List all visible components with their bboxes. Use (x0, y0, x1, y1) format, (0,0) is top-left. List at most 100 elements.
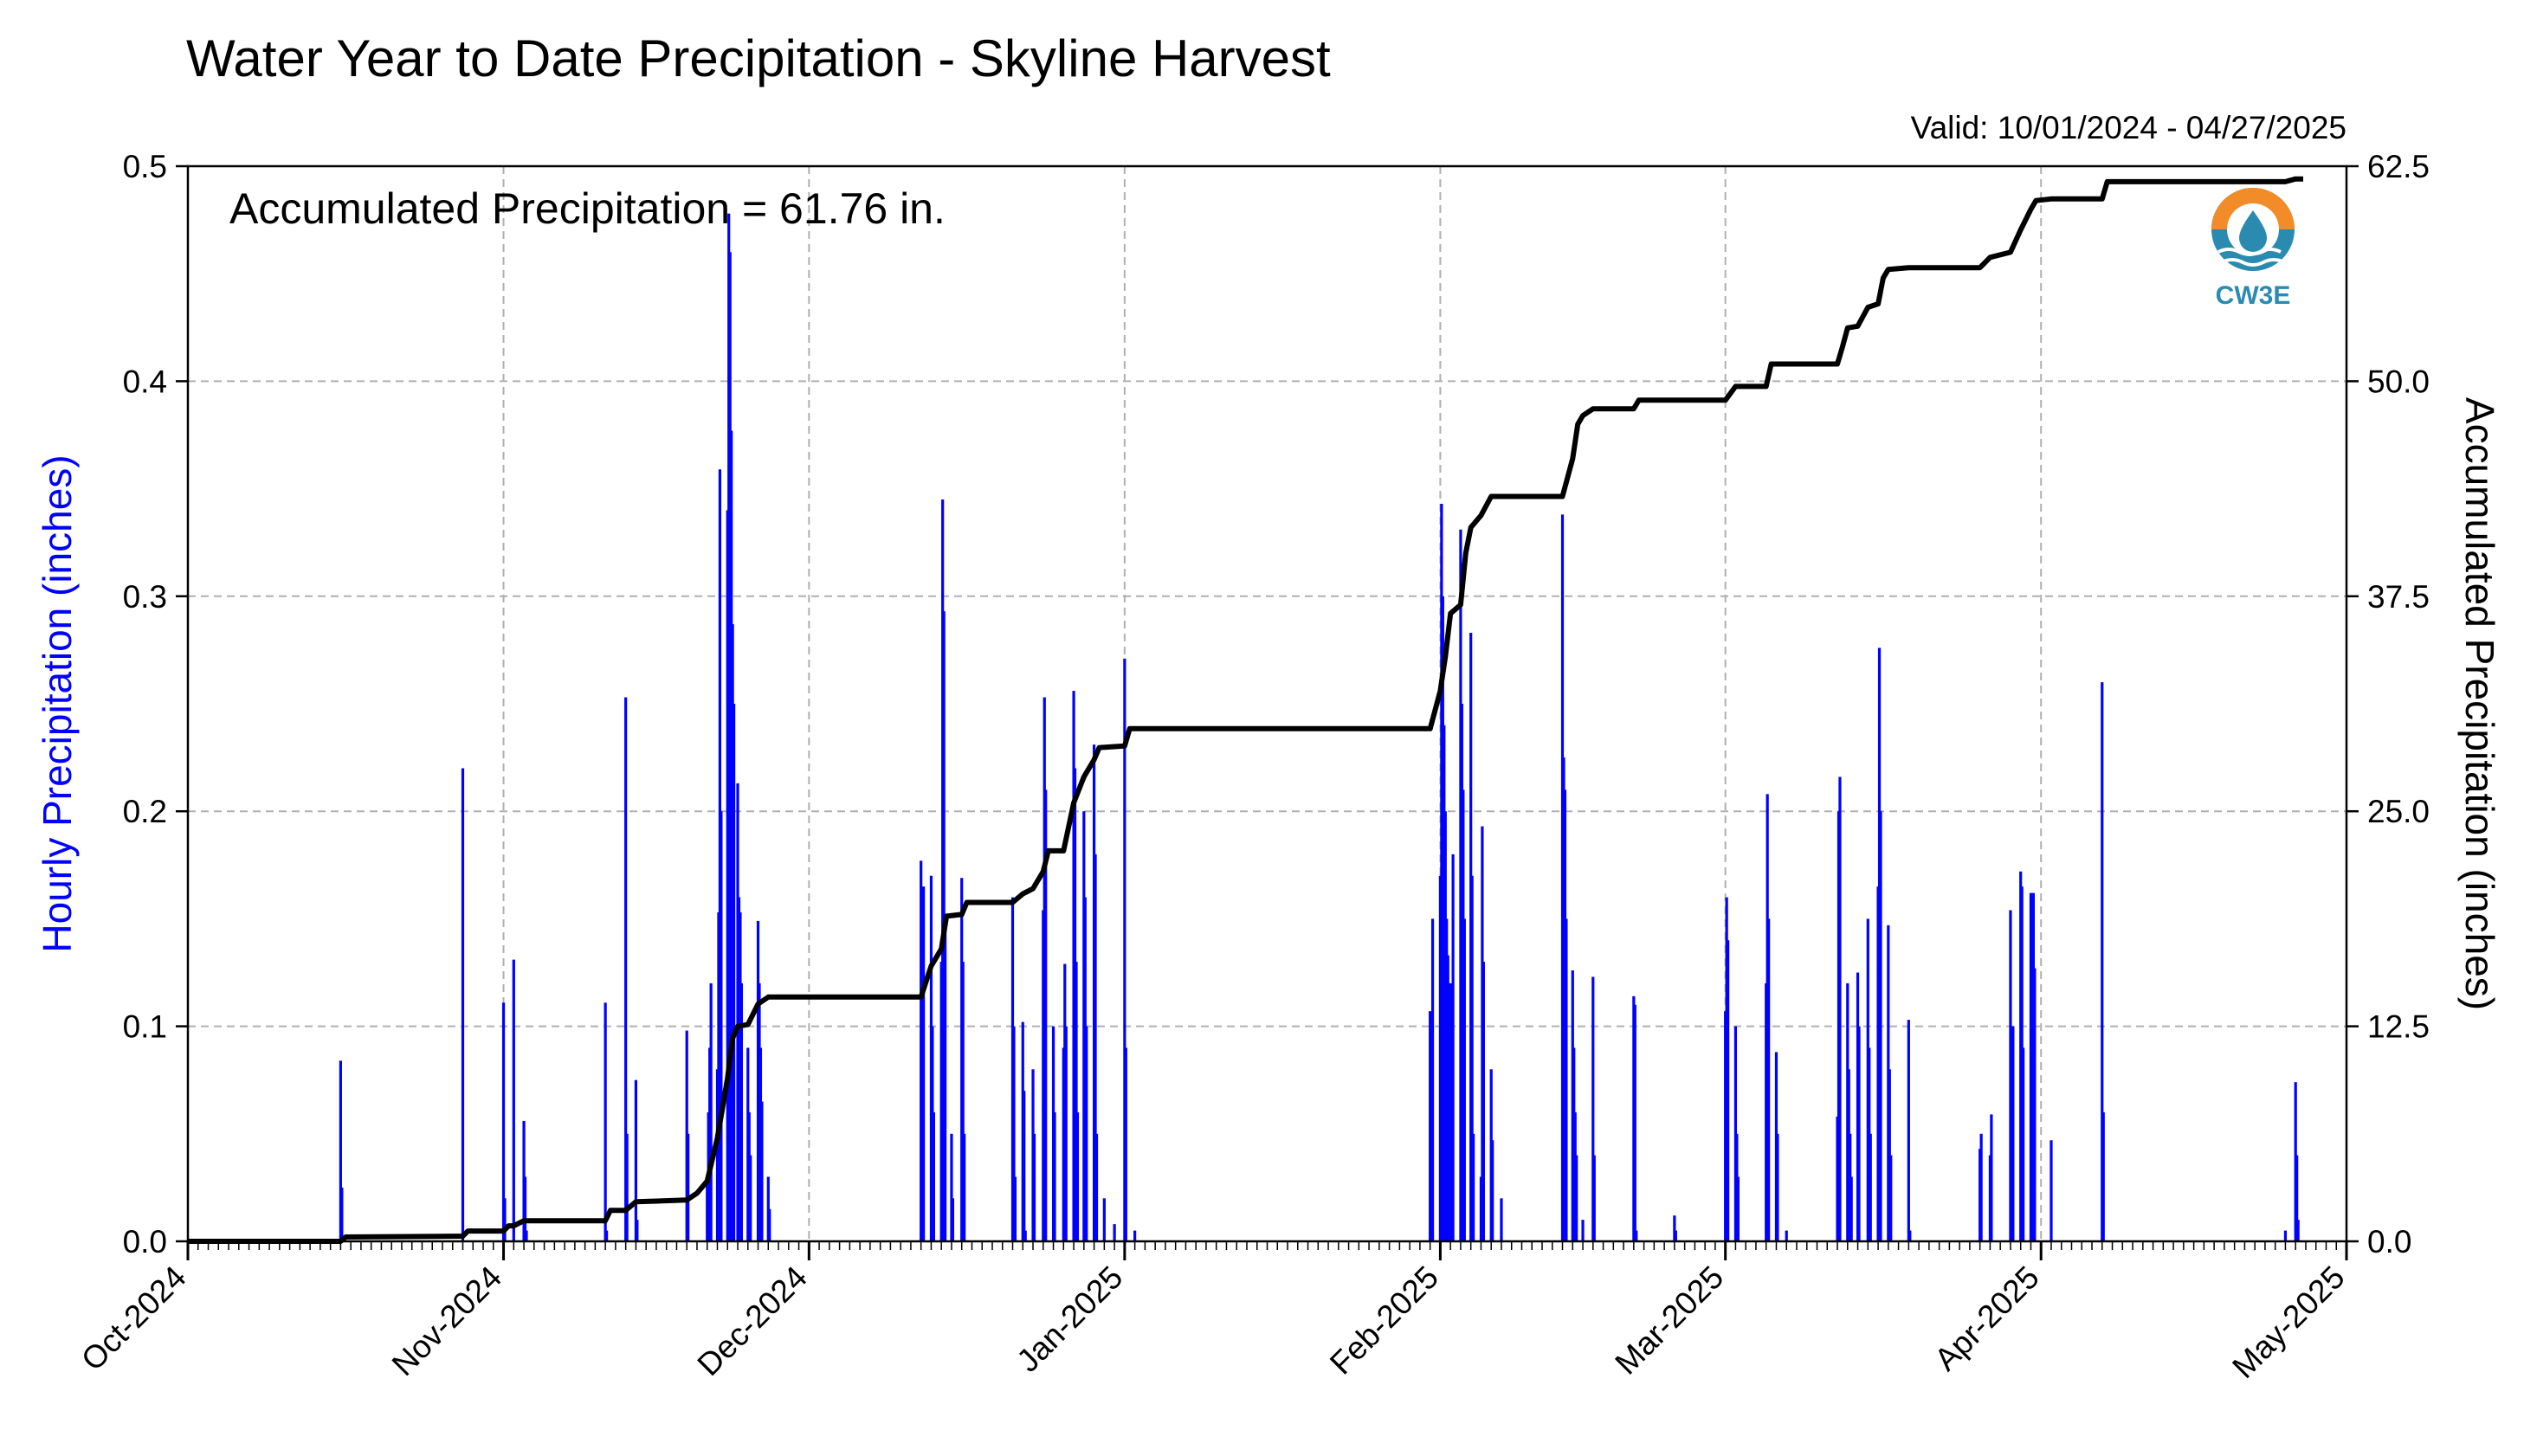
accumulated-precipitation-line (188, 176, 2303, 1244)
precip-bar (512, 959, 515, 1241)
precip-bar (2101, 1111, 2105, 1241)
precip-bar (1491, 1140, 1494, 1241)
x-tick-label: Mar-2025 (1608, 1260, 1730, 1382)
precip-bar (749, 1155, 752, 1241)
logo-text: CW3E (2216, 281, 2291, 310)
precip-bar (768, 1208, 771, 1241)
y-tick-label-left: 0.0 (123, 1224, 167, 1260)
precip-bar (1633, 1004, 1636, 1241)
y-axis-label-left: Hourly Precipitation (inches) (35, 454, 80, 952)
precip-bar (1575, 1155, 1578, 1241)
precip-bar (760, 1101, 764, 1241)
precip-bar (1012, 1026, 1016, 1241)
precip-bar (523, 1176, 527, 1241)
precip-bar (1767, 918, 1771, 1241)
precip-bar (1053, 1111, 1056, 1241)
y-tick-label-left: 0.3 (123, 579, 167, 615)
chart-title: Water Year to Date Precipitation - Skyli… (186, 29, 1331, 87)
x-tick-label: Apr-2025 (1927, 1260, 2046, 1378)
precip-bar (1481, 962, 1485, 1241)
precip-bar (461, 768, 465, 1241)
y-tick-label-right: 37.5 (2367, 579, 2430, 615)
precip-bar (1085, 1026, 1088, 1241)
precip-bar (605, 1230, 609, 1241)
valid-dates: Valid: 10/01/2024 - 04/27/2025 (1911, 110, 2346, 145)
precip-bar (1879, 811, 1882, 1241)
y-axis-label-right: Accumulated Precipitation (inches) (2457, 397, 2502, 1010)
precip-bar (1581, 1220, 1585, 1241)
precip-bar (1889, 1155, 1893, 1241)
x-tick-label: Jan-2025 (1010, 1260, 1129, 1379)
precip-bar (2101, 682, 2104, 1241)
precip-bar (625, 1133, 629, 1241)
precip-bar (1673, 1215, 1676, 1241)
precip-bar (2022, 1047, 2025, 1241)
precip-bar (1727, 940, 1730, 1241)
precip-bar (1133, 1230, 1137, 1241)
ticks-layer: 0.0 0.1 0.2 0.3 0.4 0.5 0.0 12.5 25.0 37.5 50.0 62.… (74, 149, 2430, 1385)
precip-bar (1635, 1230, 1638, 1241)
precip-bar (2050, 1140, 2053, 1241)
precip-bar (1907, 1020, 1910, 1241)
precip-bar (1736, 1176, 1740, 1241)
precip-bar (1102, 1198, 1106, 1241)
precip-bar (501, 1002, 506, 1241)
precip-bar (1838, 776, 1842, 1241)
precip-bar (1500, 1198, 1503, 1241)
y-tick-label-right: 0.0 (2367, 1224, 2411, 1260)
y-tick-label-right: 50.0 (2367, 364, 2430, 399)
precip-bar (709, 982, 713, 1241)
y-tick-label-left: 0.4 (123, 364, 167, 399)
precip-bar (687, 1133, 690, 1241)
precip-bar (604, 1002, 607, 1241)
precip-bar (525, 1230, 528, 1241)
precip-bar (634, 1079, 638, 1241)
precip-bar (1446, 955, 1449, 1241)
precip-bar (1462, 918, 1466, 1241)
precip-bar (1064, 1026, 1068, 1241)
x-tick-label: Oct-2024 (74, 1260, 193, 1378)
x-tick-label: Nov-2024 (385, 1260, 508, 1382)
precip-bar (951, 1198, 955, 1241)
precip-bar (1857, 1026, 1861, 1241)
precip-bar (1123, 658, 1126, 1241)
precip-bar (1979, 1133, 1983, 1241)
precip-bar (1124, 1047, 1127, 1241)
precip-bar (1591, 976, 1595, 1241)
precip-bar (636, 1220, 639, 1241)
precip-bar (961, 962, 965, 1241)
precip-bar (2011, 1026, 2015, 1241)
precip-bar (1013, 1176, 1017, 1241)
bars-layer (339, 213, 2300, 1242)
precip-bar (1094, 854, 1097, 1241)
precip-bar (1430, 918, 1435, 1241)
precip-bar (732, 704, 736, 1241)
precip-bar (340, 1187, 344, 1241)
accumulated-total-annotation: Accumulated Precipitation = 61.76 in. (229, 184, 946, 233)
precip-bar (503, 1198, 507, 1241)
precip-bar (950, 1133, 953, 1241)
precip-bar (1023, 1230, 1027, 1241)
precip-bar (1044, 789, 1048, 1241)
cw3e-logo: CW3E (2211, 188, 2295, 310)
precip-bar (1592, 1155, 1596, 1241)
x-tick-label: Feb-2025 (1323, 1260, 1445, 1382)
precip-bar (1470, 875, 1474, 1241)
precip-bar (1990, 1114, 1993, 1241)
y-tick-label-right: 12.5 (2367, 1009, 2430, 1045)
precip-bar (1785, 1230, 1788, 1241)
precip-bar (1075, 1111, 1080, 1241)
y-tick-label-left: 0.1 (123, 1009, 167, 1045)
precip-bar (1023, 1091, 1026, 1241)
y-tick-label-right: 62.5 (2367, 149, 2430, 184)
precip-bar (2033, 968, 2037, 1241)
precip-bar (1075, 962, 1078, 1241)
precip-bar (963, 1133, 966, 1241)
precip-bar (339, 1060, 342, 1241)
precip-bar (1565, 918, 1568, 1241)
precip-bar (1451, 854, 1455, 1241)
precip-bar (2296, 1220, 2300, 1241)
precip-bar (1094, 1133, 1099, 1241)
y-tick-label-left: 0.2 (123, 794, 167, 829)
